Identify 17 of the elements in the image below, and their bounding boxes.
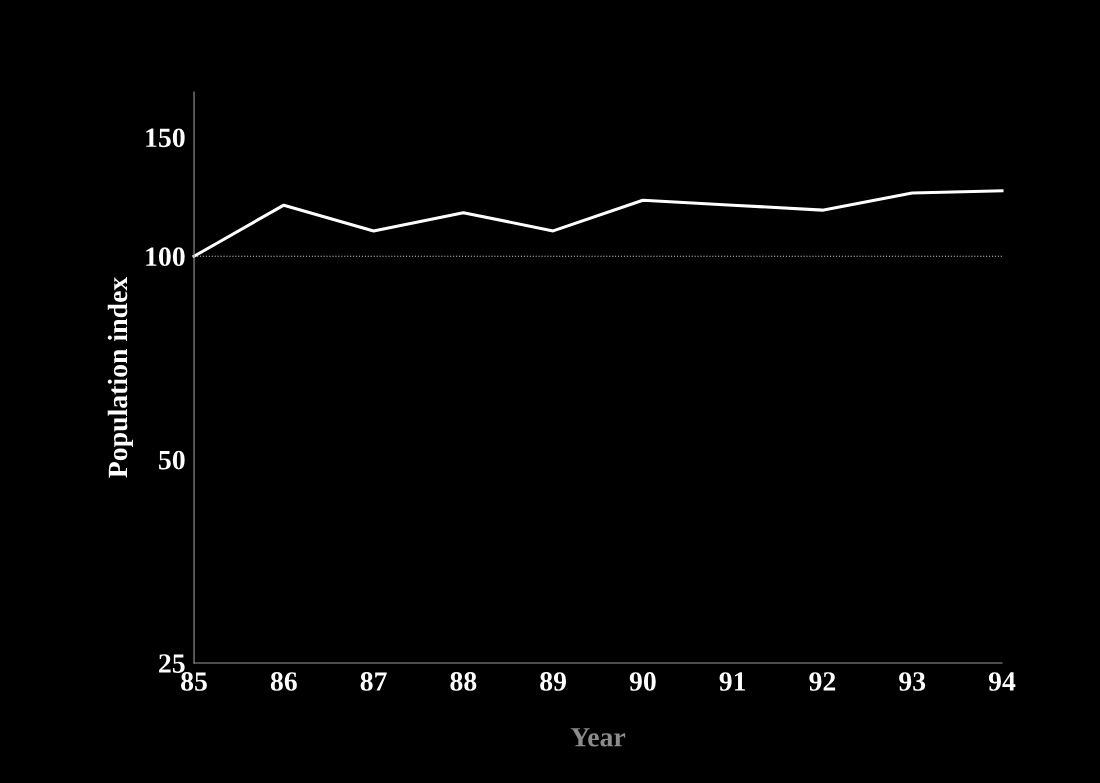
x-tick-label: 94 [988,672,1016,691]
y-tick-label: 25 [159,654,185,673]
x-tick-label: 88 [450,672,477,691]
x-tick-label: 93 [899,672,926,691]
x-tick-label: 91 [719,672,746,691]
line-series [192,189,1004,258]
x-axis-title: Year [570,728,626,747]
y-tick-label: 150 [146,128,185,148]
y-axis-title: Population index [107,276,133,478]
x-tick-label: 87 [360,672,387,691]
x-tick-label: 90 [629,672,656,691]
x-tick-label: 92 [809,672,836,691]
y-tick-label: 100 [146,247,185,267]
x-tick-label: 86 [270,672,297,691]
y-tick-label: 50 [159,450,185,470]
x-tick-label: 85 [181,672,207,691]
x-tick-label: 89 [540,672,567,691]
